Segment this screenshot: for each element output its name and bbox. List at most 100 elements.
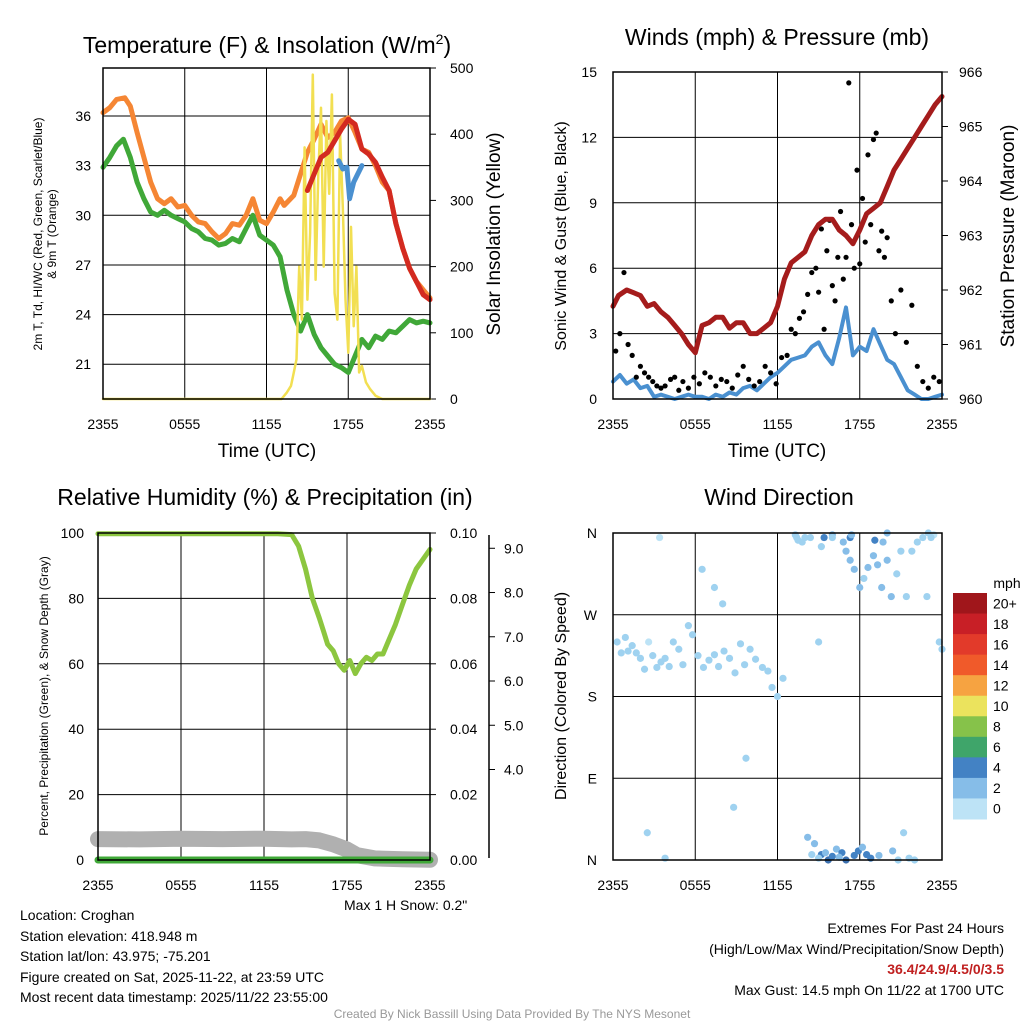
- extremes-info: Extremes For Past 24 Hours (High/Low/Max…: [709, 918, 1004, 1000]
- rh-x-tick: 2355: [82, 877, 113, 893]
- wdir-x-tick: 2355: [597, 877, 628, 893]
- winds-y2-tick: 962: [959, 282, 983, 298]
- rh-x-tick: 2355: [414, 877, 445, 893]
- gust-point: [821, 326, 827, 332]
- elevation-text: Station elevation: 418.948 m: [20, 927, 198, 944]
- temp-2m-line: [100, 136, 433, 375]
- legend-label: 14: [993, 657, 1009, 673]
- wdir-point: [632, 649, 640, 657]
- wdir-point: [725, 654, 734, 662]
- temp-y2label: Solar Insolation (Yellow): [484, 132, 505, 335]
- wdir-point: [858, 843, 867, 851]
- legend-swatch: [953, 777, 987, 799]
- wdir-point: [710, 583, 719, 592]
- gust-point: [813, 265, 819, 271]
- gust-point: [837, 208, 844, 215]
- wdir-point: [714, 662, 723, 671]
- wdir-point: [842, 547, 850, 555]
- gust-point: [809, 269, 815, 276]
- wdir-point: [850, 565, 858, 573]
- wdir-point: [661, 654, 669, 662]
- wdir-y-tick: N: [587, 525, 597, 541]
- wdir-point: [758, 663, 767, 672]
- gust-point: [637, 363, 644, 369]
- wdir-point: [764, 667, 772, 675]
- gust-point: [650, 378, 656, 385]
- rh-title: Relative Humidity (%) & Precipitation (i…: [57, 484, 472, 510]
- legend-swatch: [953, 675, 987, 697]
- gust-point: [835, 254, 841, 260]
- gust-point: [680, 378, 686, 385]
- pressure-line: [610, 94, 945, 356]
- gust-point: [658, 385, 664, 391]
- wdir-point: [856, 583, 864, 592]
- rh-y2-tick: 0.02: [450, 787, 477, 803]
- gust-point: [691, 374, 697, 380]
- gust-point: [751, 383, 757, 389]
- legend-label: 2: [993, 780, 1001, 796]
- gust-point: [729, 385, 735, 391]
- wdir-point: [699, 663, 708, 672]
- wdir-point: [649, 652, 657, 660]
- temp-y-tick: 36: [75, 108, 91, 124]
- gust-point: [832, 298, 838, 304]
- wdir-point: [742, 754, 750, 762]
- temp-y-tick: 24: [75, 307, 91, 323]
- winds-x-tick: 0555: [680, 416, 711, 432]
- wdir-point: [887, 592, 895, 601]
- winds-y2-tick: 960: [959, 391, 983, 407]
- hiwc-line: [304, 116, 433, 303]
- temp-title: Temperature (F) & Insolation (W/m2): [83, 31, 451, 58]
- wdir-point: [730, 803, 738, 811]
- gust-point: [696, 381, 702, 387]
- wdir-point: [736, 640, 745, 648]
- wind-line: [611, 305, 944, 401]
- winds-y-tick: 15: [581, 64, 597, 80]
- rh-y2-tick: 0.04: [450, 721, 477, 737]
- gust-point: [884, 235, 890, 241]
- station-info: Location: Croghan Station elevation: 418…: [20, 905, 328, 1008]
- snow-axis-tick: 5.0: [504, 717, 524, 733]
- gust-point: [654, 383, 660, 389]
- gust-point: [851, 265, 857, 271]
- snow-axis-tick: 9.0: [504, 540, 524, 556]
- legend-label: 4: [993, 760, 1001, 776]
- wdir-point: [820, 533, 828, 542]
- wdir-point: [741, 661, 749, 669]
- wdir-point: [694, 652, 702, 660]
- legend-label: 12: [993, 677, 1009, 693]
- gust-point: [724, 378, 730, 385]
- wdir-point: [832, 845, 841, 853]
- wdir-point: [897, 547, 905, 555]
- gust-point: [881, 254, 888, 260]
- wdir-point: [893, 570, 901, 578]
- temp-y2-tick: 0: [450, 391, 458, 407]
- winds-x-tick: 2355: [597, 416, 628, 432]
- wdir-point: [935, 638, 943, 646]
- gust-point: [914, 363, 920, 369]
- gust-point: [857, 261, 863, 267]
- gust-point: [676, 387, 682, 393]
- gust-point: [662, 383, 668, 389]
- wdir-point: [804, 833, 812, 841]
- gust-point: [768, 370, 774, 376]
- wdir-x-tick: 0555: [680, 877, 711, 893]
- gust-point: [805, 291, 811, 297]
- legend-label: 8: [993, 719, 1001, 735]
- rh-y2-tick: 0.08: [450, 590, 477, 606]
- wdir-point: [873, 561, 882, 569]
- recent-data-text: Most recent data timestamp: 2025/11/22 2…: [20, 989, 328, 1005]
- winds-y2-tick: 963: [959, 228, 983, 244]
- gust-point: [762, 363, 768, 369]
- rh-y-tick: 100: [61, 525, 85, 541]
- wdir-point: [656, 533, 664, 542]
- winds-y2label: Station Pressure (Maroon): [998, 125, 1019, 348]
- gust-point: [685, 385, 691, 391]
- wdir-point: [636, 654, 645, 662]
- winds-y-tick: 6: [589, 260, 597, 276]
- wdir-point: [731, 669, 739, 677]
- wdir-point: [835, 853, 843, 861]
- gust-point: [879, 228, 885, 234]
- gust-point: [646, 374, 652, 380]
